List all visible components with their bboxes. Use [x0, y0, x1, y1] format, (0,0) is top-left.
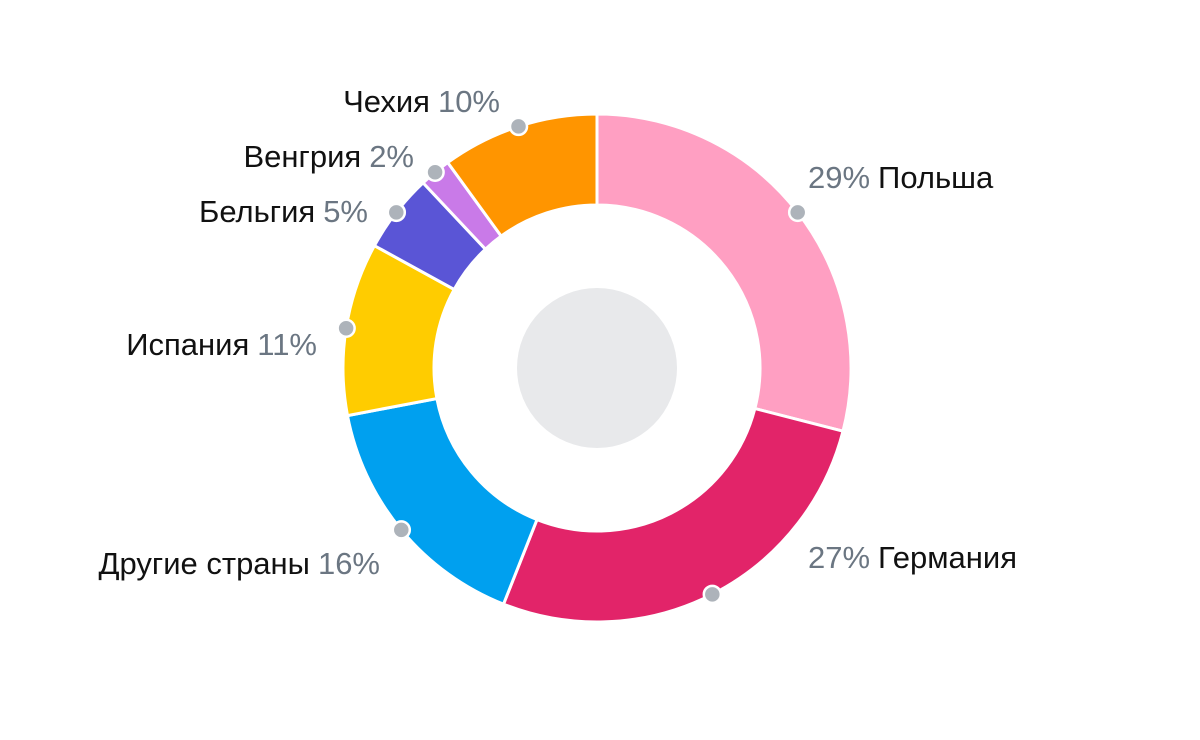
marker-dot [508, 116, 529, 137]
marker-dot [336, 318, 356, 339]
marker-dot [702, 584, 723, 605]
label-germany: 27% Германия [808, 540, 1017, 576]
label-belgium-name: Бельгия [198, 194, 316, 229]
label-other-pct: 16% [317, 546, 380, 581]
donut-slices [341, 112, 853, 624]
label-markers [336, 116, 808, 605]
label-other: Другие страны 16% [99, 546, 381, 582]
label-poland-name: Польша [878, 160, 994, 195]
center-placeholder [517, 288, 677, 448]
label-spain-pct: 11% [257, 327, 317, 362]
marker-dot [386, 202, 407, 223]
label-germany-name: Германия [878, 540, 1018, 575]
label-belgium-pct: 5% [323, 194, 368, 229]
marker-dot [391, 520, 412, 540]
label-spain: Испания 11% [126, 327, 317, 363]
label-czech-pct: 10% [437, 84, 500, 119]
label-czech: Чехия 10% [343, 84, 500, 120]
label-poland-pct: 29% [808, 160, 871, 195]
label-hungary: Венгрия 2% [243, 139, 414, 175]
label-hungary-pct: 2% [369, 139, 414, 174]
label-poland: 29% Польша [808, 160, 993, 196]
slice-1[interactable] [501, 406, 845, 624]
slice-0[interactable] [595, 112, 853, 433]
label-spain-name: Испания [126, 327, 250, 362]
marker-dot [425, 162, 445, 183]
label-belgium: Бельгия 5% [199, 194, 368, 230]
label-germany-pct: 27% [808, 540, 871, 575]
label-other-name: Другие страны [98, 546, 310, 581]
label-czech-name: Чехия [343, 84, 430, 119]
slice-6[interactable] [445, 112, 599, 239]
marker-dot [787, 202, 808, 223]
label-hungary-name: Венгрия [243, 139, 362, 174]
